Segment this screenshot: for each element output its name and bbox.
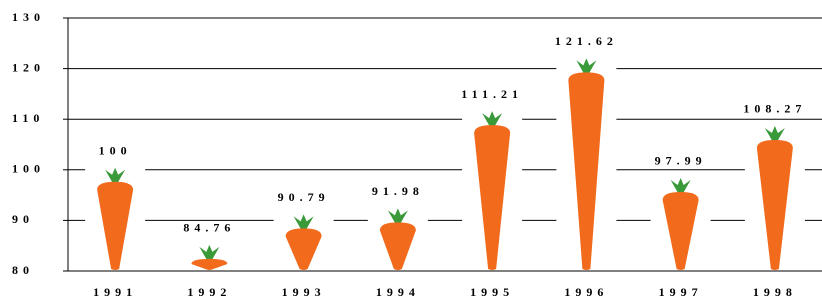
x-tick-label: 1997 — [659, 285, 703, 299]
x-tick-label: 1994 — [376, 285, 420, 299]
page: {"chart_data": {"type": "pictograph", "c… — [0, 0, 822, 301]
y-tick-label: 80 — [12, 263, 34, 277]
value-label: 108.27 — [743, 102, 806, 116]
value-label: 111.21 — [461, 87, 523, 101]
value-label: 84.76 — [183, 221, 235, 235]
y-tick-label: 120 — [12, 60, 45, 74]
value-label: 97.99 — [655, 154, 707, 168]
x-tick-label: 1996 — [564, 285, 608, 299]
y-tick-label: 90 — [12, 212, 34, 226]
y-tick-label: 110 — [12, 111, 44, 125]
value-label: 91.98 — [372, 184, 424, 198]
y-tick-label: 100 — [12, 162, 45, 176]
value-label: 121.62 — [555, 34, 618, 48]
y-tick-label: 130 — [12, 10, 45, 24]
x-tick-label: 1992 — [187, 285, 231, 299]
x-tick-label: 1995 — [470, 285, 514, 299]
chart: 80 90 100 110 120 130 1991 100 1992 84.76 1993 90.7… — [0, 0, 822, 301]
x-tick-label: 1993 — [282, 285, 326, 299]
x-tick-label: 1998 — [753, 285, 797, 299]
x-tick-label: 1991 — [93, 285, 137, 299]
value-label: 90.79 — [278, 190, 330, 204]
value-label: 100 — [99, 144, 132, 158]
